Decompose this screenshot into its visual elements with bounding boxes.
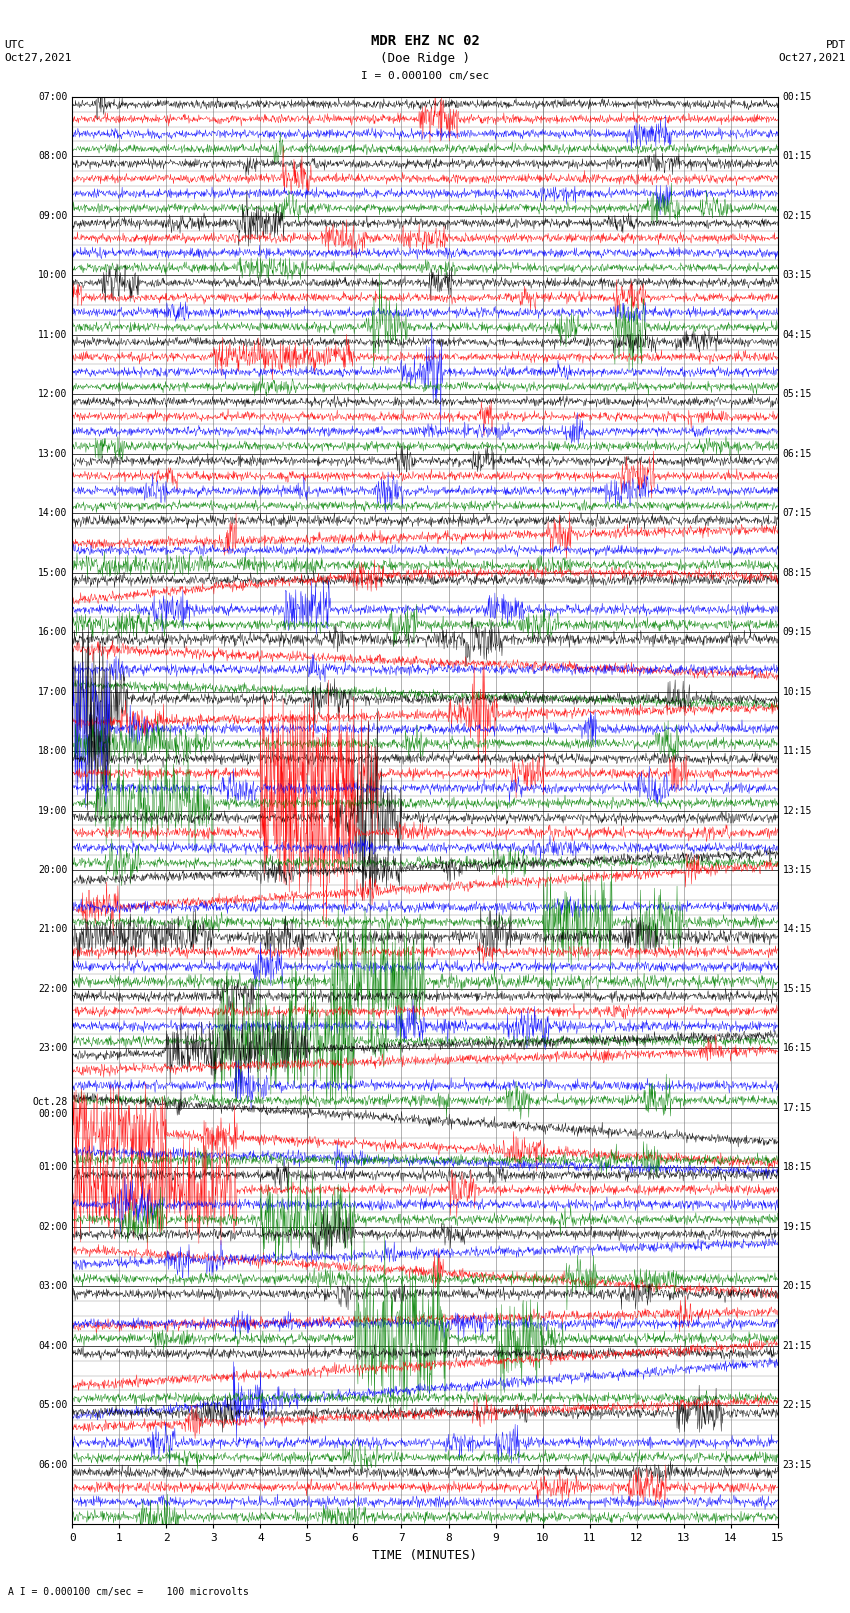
- Text: PDT: PDT: [825, 40, 846, 50]
- Text: A I = 0.000100 cm/sec =    100 microvolts: A I = 0.000100 cm/sec = 100 microvolts: [8, 1587, 249, 1597]
- Text: Oct27,2021: Oct27,2021: [4, 53, 71, 63]
- Text: I = 0.000100 cm/sec: I = 0.000100 cm/sec: [361, 71, 489, 81]
- Text: Oct27,2021: Oct27,2021: [779, 53, 846, 63]
- Text: (Doe Ridge ): (Doe Ridge ): [380, 52, 470, 65]
- Text: UTC: UTC: [4, 40, 25, 50]
- X-axis label: TIME (MINUTES): TIME (MINUTES): [372, 1548, 478, 1561]
- Text: MDR EHZ NC 02: MDR EHZ NC 02: [371, 34, 479, 48]
